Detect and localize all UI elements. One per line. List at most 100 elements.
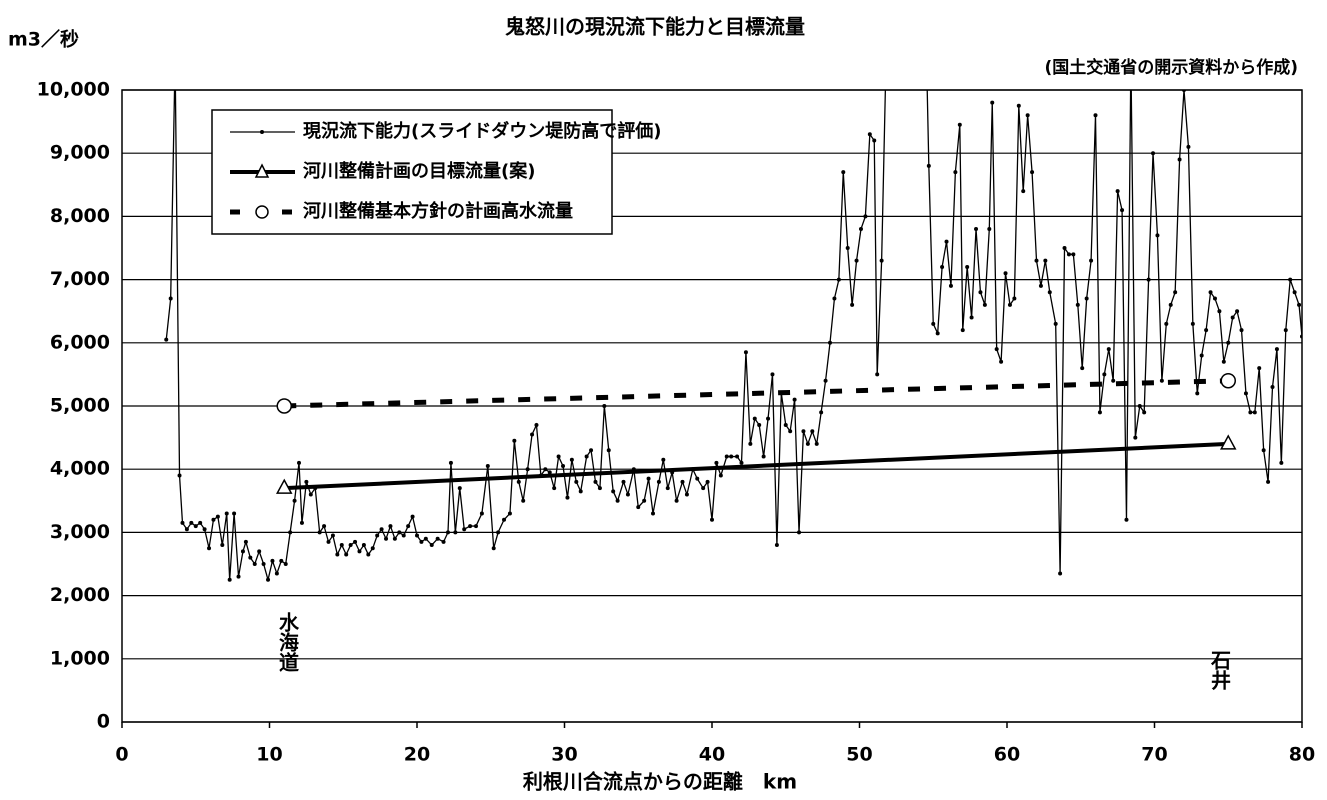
point: [474, 524, 478, 529]
point: [879, 258, 884, 263]
point: [987, 227, 992, 232]
point: [180, 520, 185, 525]
point: [695, 476, 700, 481]
point: [823, 378, 828, 383]
point: [1235, 309, 1240, 314]
point: [884, 56, 888, 60]
point: [1151, 151, 1156, 156]
x-tick-label: 40: [699, 744, 725, 766]
point: [1034, 258, 1039, 263]
point: [1288, 277, 1293, 282]
point: [1190, 321, 1195, 326]
point: [415, 533, 419, 538]
point: [317, 530, 322, 535]
point: [397, 530, 402, 535]
point: [1075, 302, 1080, 307]
point: [569, 457, 574, 462]
point: [202, 527, 207, 532]
point: [854, 258, 859, 263]
point: [207, 546, 212, 551]
point: [279, 558, 284, 563]
point: [867, 132, 872, 137]
point: [552, 486, 557, 491]
point: [283, 562, 288, 566]
point: [597, 486, 602, 491]
y-tick-label: 9,000: [50, 142, 110, 164]
point: [1097, 410, 1102, 415]
point: [960, 328, 965, 333]
point: [611, 489, 616, 494]
point: [593, 479, 598, 484]
point: [1221, 359, 1226, 364]
point: [940, 264, 945, 269]
point: [810, 429, 815, 434]
point: [615, 498, 620, 503]
point: [547, 470, 552, 475]
point: [453, 530, 458, 535]
point: [429, 543, 434, 548]
point: [357, 549, 362, 554]
point: [841, 170, 846, 175]
point: [1043, 258, 1048, 263]
subtitle: (国土交通省の開示資料から作成): [1044, 57, 1298, 78]
point: [516, 479, 521, 484]
point: [1208, 290, 1213, 295]
point: [994, 347, 999, 352]
point: [1270, 385, 1275, 390]
point: [257, 549, 262, 554]
point: [198, 520, 203, 525]
point: [370, 546, 375, 551]
point: [419, 539, 424, 544]
point: [502, 517, 507, 522]
point: [1124, 517, 1129, 522]
point: [1062, 246, 1067, 250]
point: [965, 264, 970, 269]
point: [462, 527, 467, 532]
point: [1142, 410, 1147, 415]
point: [1274, 347, 1279, 352]
point: [1025, 113, 1030, 118]
point: [814, 441, 819, 446]
point: [1003, 271, 1008, 276]
point: [276, 398, 292, 414]
point: [1137, 404, 1142, 408]
point: [625, 492, 630, 497]
point: [1243, 391, 1248, 396]
point: [220, 543, 225, 548]
point: [261, 562, 266, 566]
point: [948, 283, 953, 288]
point: [512, 438, 517, 443]
point: [1080, 366, 1085, 371]
point: [1217, 309, 1222, 314]
point: [521, 498, 526, 503]
point: [792, 397, 797, 402]
point: [384, 536, 389, 541]
y-tick-label: 10,000: [37, 79, 110, 101]
point: [850, 302, 855, 307]
point: [766, 416, 771, 421]
point: [1102, 372, 1107, 377]
point: [642, 498, 647, 503]
point: [543, 467, 548, 472]
point: [168, 296, 173, 301]
point: [348, 543, 353, 548]
point: [232, 511, 237, 516]
x-tick-label: 0: [115, 744, 128, 766]
point: [957, 122, 962, 127]
point: [1266, 479, 1271, 484]
point: [953, 170, 958, 175]
point: [761, 454, 766, 459]
y-tick-label: 2,000: [50, 584, 110, 606]
point: [636, 505, 641, 510]
point: [366, 552, 371, 557]
point: [339, 543, 344, 548]
point: [468, 524, 473, 529]
point: [584, 454, 589, 459]
point: [872, 138, 877, 143]
point: [388, 524, 393, 529]
point: [448, 460, 453, 465]
point: [1066, 252, 1071, 257]
point: [435, 536, 440, 541]
point: [1021, 189, 1026, 194]
